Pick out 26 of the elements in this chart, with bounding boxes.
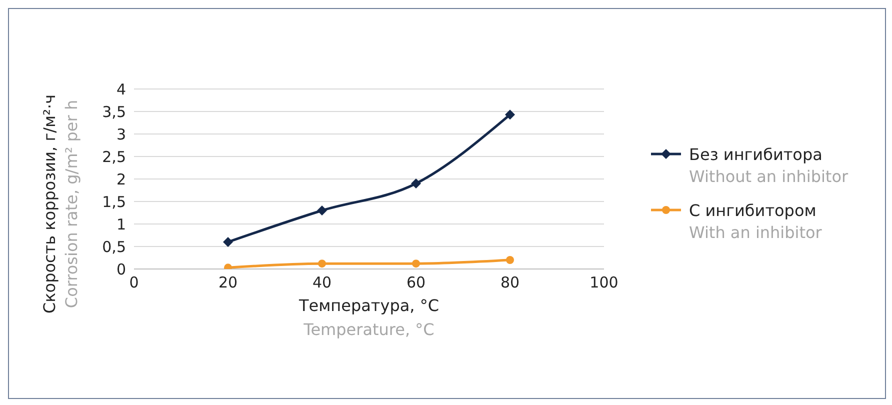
point	[505, 110, 515, 120]
y-tick-label: 0	[116, 260, 126, 278]
point	[317, 206, 327, 216]
y-tick-label: 3,5	[102, 102, 126, 121]
y-tick-label: 4	[116, 80, 126, 98]
y-tick-label: 3	[116, 125, 126, 144]
x-axis-title: Температура, °C Temperature, °C	[298, 296, 440, 339]
point	[411, 178, 421, 188]
y-tick-label: 0,5	[102, 238, 126, 256]
y-tick-label: 1	[116, 215, 126, 234]
x-tick-label: 80	[500, 274, 520, 292]
x-tick-label: 60	[406, 274, 426, 292]
y-tick-label: 1,5	[102, 192, 126, 211]
legend-label: Без ингибитора Without an inhibitor	[689, 144, 848, 188]
point	[506, 256, 514, 264]
y-axis-title: Скорость коррозии, г/м²·ч Corrosion rate, g/m² per h	[40, 94, 81, 314]
point	[318, 260, 326, 268]
x-tick-label: 40	[312, 274, 332, 292]
x-tick-label: 100	[590, 274, 618, 292]
point	[412, 260, 420, 268]
x-tick-label: 20	[218, 274, 238, 292]
y-tick-label: 2,5	[102, 148, 126, 166]
point	[223, 237, 233, 247]
x-tick-label: 0	[129, 274, 139, 292]
y-tick-label: 2	[116, 170, 126, 188]
legend-label: С ингибитором With an inhibitor	[689, 200, 822, 244]
